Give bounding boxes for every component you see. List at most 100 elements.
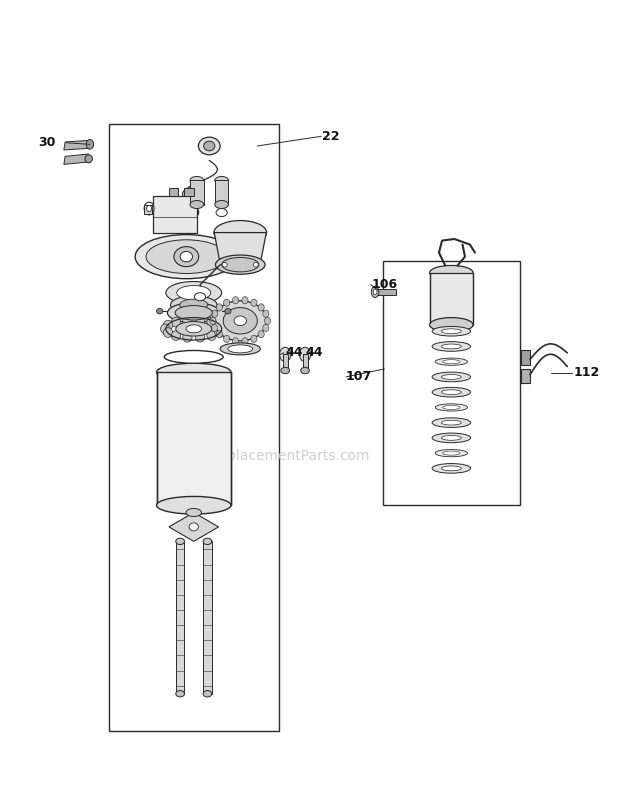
- Text: 112: 112: [574, 367, 600, 379]
- Polygon shape: [64, 154, 89, 164]
- Ellipse shape: [432, 464, 471, 473]
- Ellipse shape: [203, 691, 212, 697]
- Ellipse shape: [183, 333, 192, 342]
- Ellipse shape: [203, 538, 212, 545]
- Ellipse shape: [167, 303, 220, 322]
- Ellipse shape: [264, 318, 270, 324]
- Ellipse shape: [190, 200, 203, 209]
- Ellipse shape: [371, 286, 379, 298]
- Ellipse shape: [443, 451, 460, 456]
- Bar: [176, 541, 185, 694]
- Bar: [377, 289, 396, 295]
- Bar: [190, 180, 203, 205]
- Ellipse shape: [214, 221, 267, 245]
- Ellipse shape: [218, 324, 227, 334]
- Ellipse shape: [203, 141, 215, 151]
- Ellipse shape: [198, 137, 220, 155]
- Ellipse shape: [176, 322, 211, 336]
- Text: 44: 44: [305, 346, 322, 359]
- Polygon shape: [237, 249, 259, 266]
- Polygon shape: [215, 233, 267, 265]
- Ellipse shape: [299, 347, 311, 362]
- Ellipse shape: [195, 333, 205, 342]
- Ellipse shape: [263, 324, 269, 331]
- Ellipse shape: [250, 335, 257, 342]
- Ellipse shape: [156, 363, 231, 381]
- Ellipse shape: [430, 265, 473, 280]
- Ellipse shape: [430, 318, 473, 332]
- Ellipse shape: [215, 200, 228, 209]
- Ellipse shape: [281, 367, 290, 374]
- Ellipse shape: [435, 358, 467, 366]
- Ellipse shape: [432, 387, 471, 397]
- Ellipse shape: [180, 299, 208, 310]
- Ellipse shape: [189, 523, 198, 531]
- Ellipse shape: [432, 326, 471, 336]
- Ellipse shape: [234, 316, 246, 326]
- Bar: [303, 354, 308, 371]
- Bar: [430, 273, 473, 325]
- Ellipse shape: [443, 360, 460, 364]
- Ellipse shape: [441, 344, 461, 349]
- Ellipse shape: [183, 315, 192, 325]
- Ellipse shape: [211, 310, 218, 318]
- Ellipse shape: [215, 328, 224, 338]
- Ellipse shape: [176, 691, 185, 697]
- Ellipse shape: [207, 330, 216, 340]
- Bar: [521, 350, 530, 365]
- Ellipse shape: [432, 342, 471, 351]
- Ellipse shape: [373, 290, 377, 295]
- Bar: [521, 369, 530, 383]
- Bar: [156, 372, 231, 505]
- Ellipse shape: [166, 282, 222, 304]
- Polygon shape: [64, 140, 90, 150]
- Ellipse shape: [258, 330, 264, 338]
- Ellipse shape: [156, 308, 162, 314]
- Ellipse shape: [210, 318, 216, 324]
- Ellipse shape: [195, 293, 206, 301]
- Ellipse shape: [441, 466, 461, 471]
- Ellipse shape: [195, 315, 205, 325]
- Ellipse shape: [258, 304, 264, 311]
- Ellipse shape: [432, 433, 471, 443]
- Ellipse shape: [215, 320, 224, 330]
- Ellipse shape: [174, 247, 198, 266]
- Ellipse shape: [156, 496, 231, 514]
- Ellipse shape: [85, 155, 92, 163]
- Ellipse shape: [186, 325, 202, 333]
- Bar: [215, 180, 228, 205]
- Ellipse shape: [146, 240, 227, 273]
- Ellipse shape: [441, 420, 461, 425]
- Ellipse shape: [223, 262, 228, 267]
- Text: 107: 107: [346, 371, 372, 383]
- Ellipse shape: [177, 286, 211, 300]
- Text: 44: 44: [285, 346, 303, 359]
- Ellipse shape: [171, 330, 180, 340]
- Bar: [108, 124, 279, 731]
- Ellipse shape: [280, 347, 291, 362]
- Bar: [144, 205, 151, 214]
- Ellipse shape: [180, 252, 192, 261]
- Ellipse shape: [207, 318, 216, 327]
- Ellipse shape: [250, 299, 257, 306]
- Ellipse shape: [441, 375, 461, 379]
- Ellipse shape: [435, 404, 467, 411]
- Ellipse shape: [171, 318, 180, 327]
- Ellipse shape: [144, 202, 154, 215]
- Ellipse shape: [190, 176, 203, 184]
- Ellipse shape: [441, 390, 461, 395]
- Ellipse shape: [86, 140, 94, 149]
- Ellipse shape: [135, 235, 237, 278]
- Polygon shape: [169, 512, 218, 541]
- Text: 30: 30: [38, 136, 56, 149]
- Ellipse shape: [161, 324, 170, 334]
- Bar: [283, 354, 288, 371]
- Ellipse shape: [215, 176, 228, 184]
- Bar: [383, 261, 520, 505]
- Ellipse shape: [170, 296, 217, 314]
- Ellipse shape: [432, 418, 471, 427]
- Ellipse shape: [224, 308, 231, 314]
- Ellipse shape: [242, 297, 248, 304]
- Ellipse shape: [253, 262, 259, 267]
- Bar: [203, 541, 212, 694]
